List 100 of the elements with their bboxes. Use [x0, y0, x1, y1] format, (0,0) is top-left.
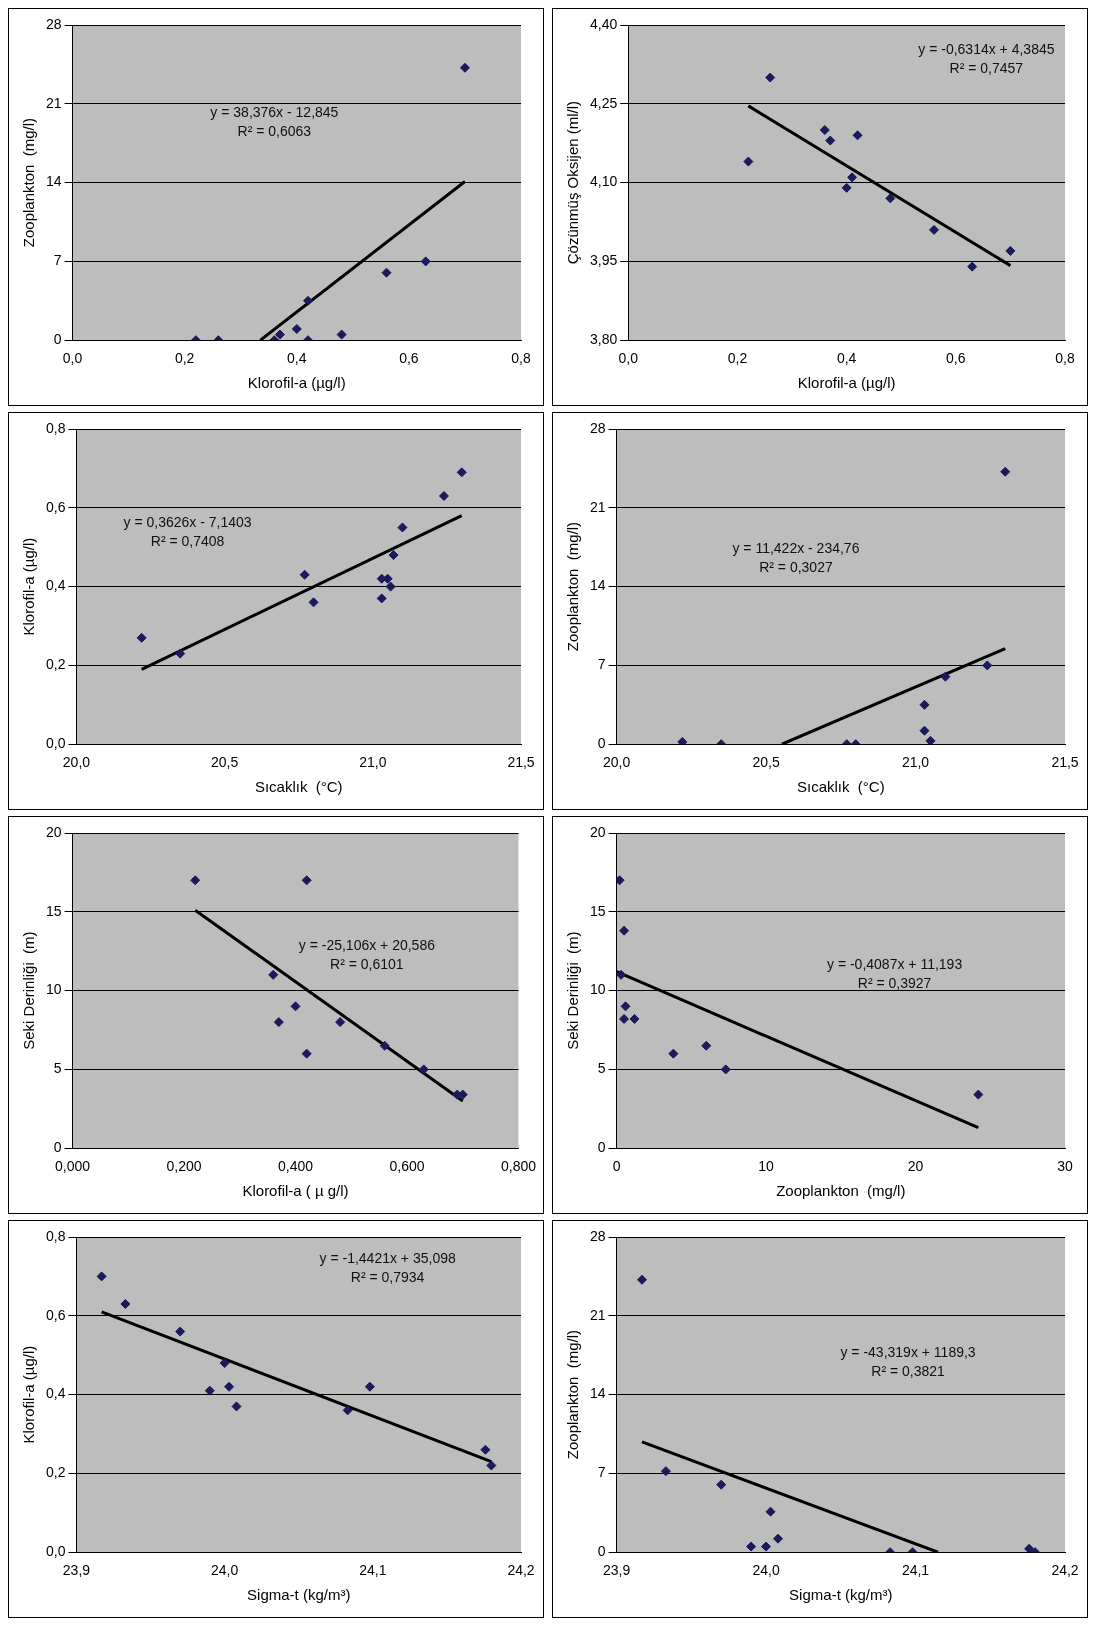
annotation: R² = 0,3927	[857, 975, 932, 992]
x-tick-label: 0,000	[55, 1158, 91, 1175]
x-axis-title: Sigma-t (kg/m³)	[247, 1586, 351, 1604]
point	[636, 1274, 647, 1285]
point	[291, 323, 302, 334]
y-axis-title: Zooplankton (mg/l)	[564, 1329, 582, 1460]
annotation: R² = 0,7934	[350, 1268, 425, 1285]
y-tick-label: 3,95	[590, 252, 618, 269]
y-tick-label: 0,6	[45, 1306, 66, 1323]
point	[668, 1048, 679, 1059]
point	[619, 1013, 630, 1024]
point	[335, 1017, 346, 1028]
y-axis-title: Seki Derinliği (m)	[20, 931, 38, 1050]
y-tick-label: 0	[53, 1139, 62, 1156]
x-axis-title: Klorofil-a (µg/l)	[797, 374, 896, 392]
y-tick-label: 21	[45, 94, 62, 111]
point	[616, 969, 627, 980]
point	[438, 490, 449, 501]
point	[175, 648, 186, 659]
point	[616, 875, 625, 886]
x-tick-label: 0,6	[946, 350, 966, 367]
point	[301, 875, 312, 886]
x-tick-label: 0,2	[727, 350, 748, 367]
y-tick-label: 7	[597, 1464, 606, 1481]
point	[364, 1381, 375, 1392]
point	[761, 1541, 772, 1552]
point	[418, 1064, 429, 1075]
x-axis-title: Sıcaklık (°C)	[254, 778, 343, 796]
annotation: R² = 0,6101	[330, 956, 404, 973]
point	[224, 1381, 235, 1392]
point	[928, 224, 939, 235]
point	[967, 261, 978, 272]
x-axis-title: Klorofil-a ( µ g/l)	[242, 1182, 349, 1200]
annotation: R² = 0,3821	[871, 1363, 946, 1380]
point	[231, 1401, 242, 1412]
y-tick-label: 15	[589, 902, 606, 919]
point	[825, 135, 836, 146]
point	[268, 969, 279, 980]
annotation: y = 11,422x - 234,76	[732, 539, 860, 556]
point	[274, 329, 285, 340]
point	[765, 72, 776, 83]
y-tick-label: 0,0	[45, 1543, 66, 1560]
annotation: y = 38,376x - 12,845	[210, 104, 339, 121]
point	[629, 1013, 640, 1024]
x-tick-label: 24,0	[211, 1562, 239, 1579]
y-tick-label: 3,80	[590, 331, 618, 348]
y-tick-label: 0,6	[45, 498, 66, 515]
y-axis-title: Çözünmüş Oksijen (ml/l)	[564, 100, 582, 265]
point	[379, 1040, 390, 1051]
x-tick-label: 24,0	[752, 1562, 780, 1579]
y-tick-label: 14	[589, 577, 606, 594]
point	[219, 1358, 230, 1369]
y-tick-label: 21	[589, 1306, 606, 1323]
y-tick-label: 0,0	[45, 735, 66, 752]
point	[940, 671, 951, 682]
x-tick-label: 0,600	[389, 1158, 425, 1175]
annotation: R² = 0,3027	[759, 558, 833, 575]
point	[376, 593, 387, 604]
y-tick-label: 14	[589, 1385, 606, 1402]
y-tick-label: 10	[589, 981, 606, 998]
y-tick-label: 0,4	[45, 577, 66, 594]
point	[120, 1298, 131, 1309]
y-tick-label: 10	[45, 981, 62, 998]
x-tick-label: 21,0	[901, 754, 930, 771]
point	[336, 329, 347, 340]
x-tick-label: 0,4	[287, 350, 307, 367]
x-tick-label: 24,1	[359, 1562, 387, 1579]
x-tick-label: 30	[1057, 1158, 1073, 1175]
annotation: y = -25,106x + 20,586	[298, 937, 436, 954]
y-tick-label: 0,8	[45, 1227, 66, 1244]
x-axis-title: Sigma-t (kg/m³)	[789, 1586, 893, 1604]
y-tick-label: 4,40	[590, 15, 618, 32]
y-tick-label: 7	[53, 252, 62, 269]
x-tick-label: 21,5	[507, 754, 535, 771]
point	[746, 1541, 757, 1552]
y-tick-label: 0,2	[45, 656, 66, 673]
x-tick-label: 23,9	[602, 1562, 631, 1579]
point	[175, 1326, 186, 1337]
y-tick-label: 0	[597, 1139, 606, 1156]
annotation: R² = 0,7457	[949, 60, 1024, 77]
y-tick-label: 0,8	[45, 419, 66, 436]
y-tick-label: 5	[53, 1060, 62, 1077]
point	[301, 1048, 312, 1059]
x-tick-label: 0,400	[278, 1158, 314, 1175]
point	[388, 550, 399, 561]
point	[765, 1506, 776, 1517]
point	[852, 130, 863, 141]
point	[677, 736, 688, 745]
point	[701, 1040, 712, 1051]
y-tick-label: 0,2	[45, 1464, 66, 1481]
x-tick-label: 20,5	[211, 754, 239, 771]
point	[720, 1064, 731, 1075]
point	[190, 875, 201, 886]
point	[1005, 245, 1016, 256]
point	[1000, 466, 1011, 477]
x-tick-label: 21,5	[1051, 754, 1079, 771]
y-tick-label: 0	[53, 331, 62, 348]
point	[841, 182, 852, 193]
x-tick-label: 24,2	[1051, 1562, 1079, 1579]
x-tick-label: 0,6	[399, 350, 419, 367]
